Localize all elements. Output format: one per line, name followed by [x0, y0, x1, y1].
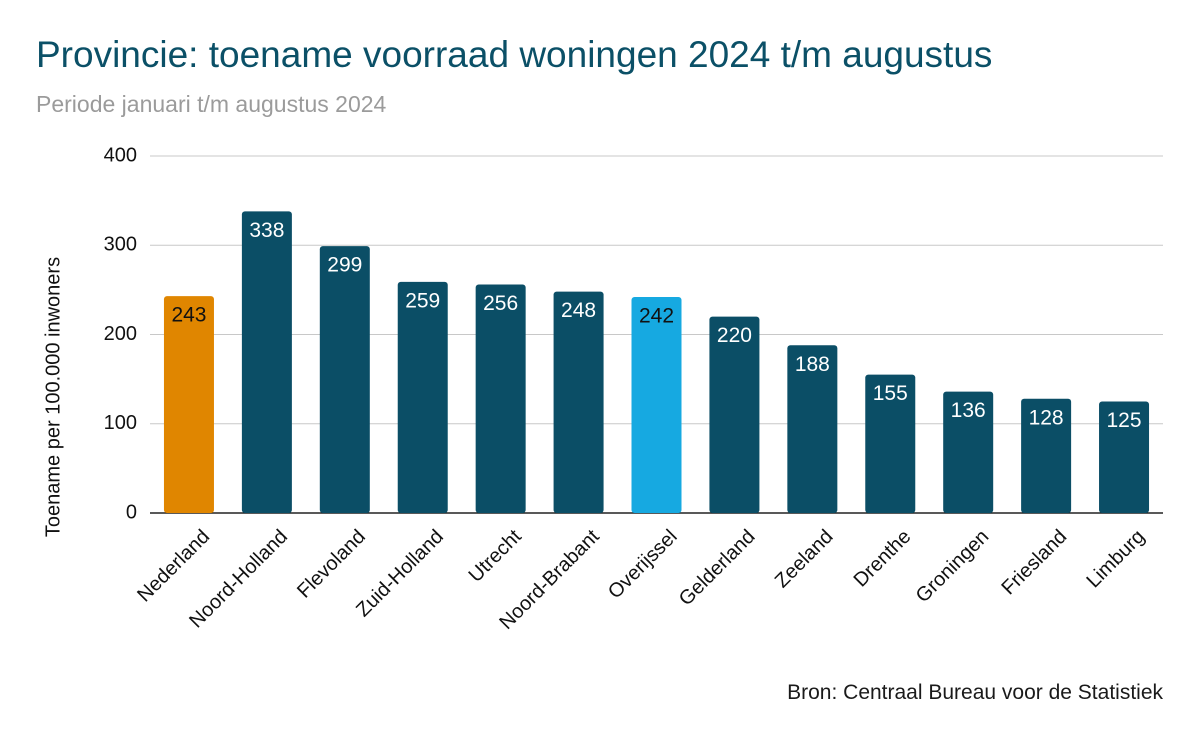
- y-tick-label: 300: [104, 234, 137, 256]
- x-tick-label: Overijssel: [604, 526, 682, 604]
- bar: [241, 211, 292, 513]
- source-note: Bron: Centraal Bureau voor de Statistiek: [787, 681, 1163, 704]
- data-label: 220: [717, 324, 752, 347]
- data-label: 338: [249, 219, 284, 242]
- data-label: 248: [561, 299, 596, 322]
- bar: [631, 297, 682, 513]
- bar: [319, 246, 370, 513]
- y-tick-label: 400: [104, 144, 137, 166]
- y-tick-label: 0: [126, 501, 137, 523]
- bar: [163, 296, 214, 513]
- x-tick-label: Drenthe: [850, 526, 916, 592]
- x-tick-label: Friesland: [998, 526, 1072, 600]
- x-tick-label: Zeeland: [771, 526, 838, 593]
- data-labels: 243 338 299 259 256 248 242 220 188 155 136 128 125: [171, 219, 1141, 432]
- bars: [163, 211, 1150, 513]
- y-axis-label: Toename per 100.000 inwoners: [42, 257, 64, 537]
- data-label: 242: [639, 305, 674, 328]
- x-tick-label: Groningen: [912, 526, 994, 608]
- data-label: 256: [483, 292, 518, 315]
- x-tick-label: Utrecht: [465, 525, 526, 586]
- bar: [397, 281, 448, 513]
- bar: [787, 345, 838, 513]
- data-label: 243: [171, 304, 206, 327]
- bar: [943, 391, 994, 513]
- chart-subtitle: Periode januari t/m augustus 2024: [36, 91, 387, 117]
- data-label: 136: [951, 399, 986, 422]
- y-tick-label: 200: [104, 323, 137, 345]
- bar: [709, 316, 760, 513]
- y-tick-label: 100: [104, 412, 137, 434]
- bar: [865, 374, 916, 513]
- x-tick-label: Limburg: [1083, 526, 1150, 593]
- data-label: 259: [405, 289, 440, 312]
- data-label: 125: [1107, 409, 1142, 432]
- x-tick-label: Gelderland: [675, 526, 760, 611]
- chart-title: Provincie: toename voorraad woningen 202…: [36, 34, 993, 75]
- x-tick-label: Flevoland: [293, 526, 370, 603]
- x-tick-label: Nederland: [133, 526, 214, 607]
- bar: [553, 291, 604, 513]
- bar: [475, 284, 526, 513]
- data-label: 188: [795, 353, 830, 376]
- data-label: 128: [1029, 406, 1064, 429]
- bar: [1099, 401, 1150, 513]
- data-label: 155: [873, 382, 908, 405]
- y-axis-ticks: 0 100 200 300 400: [104, 144, 137, 523]
- bar: [1021, 398, 1072, 513]
- data-label: 299: [327, 254, 362, 277]
